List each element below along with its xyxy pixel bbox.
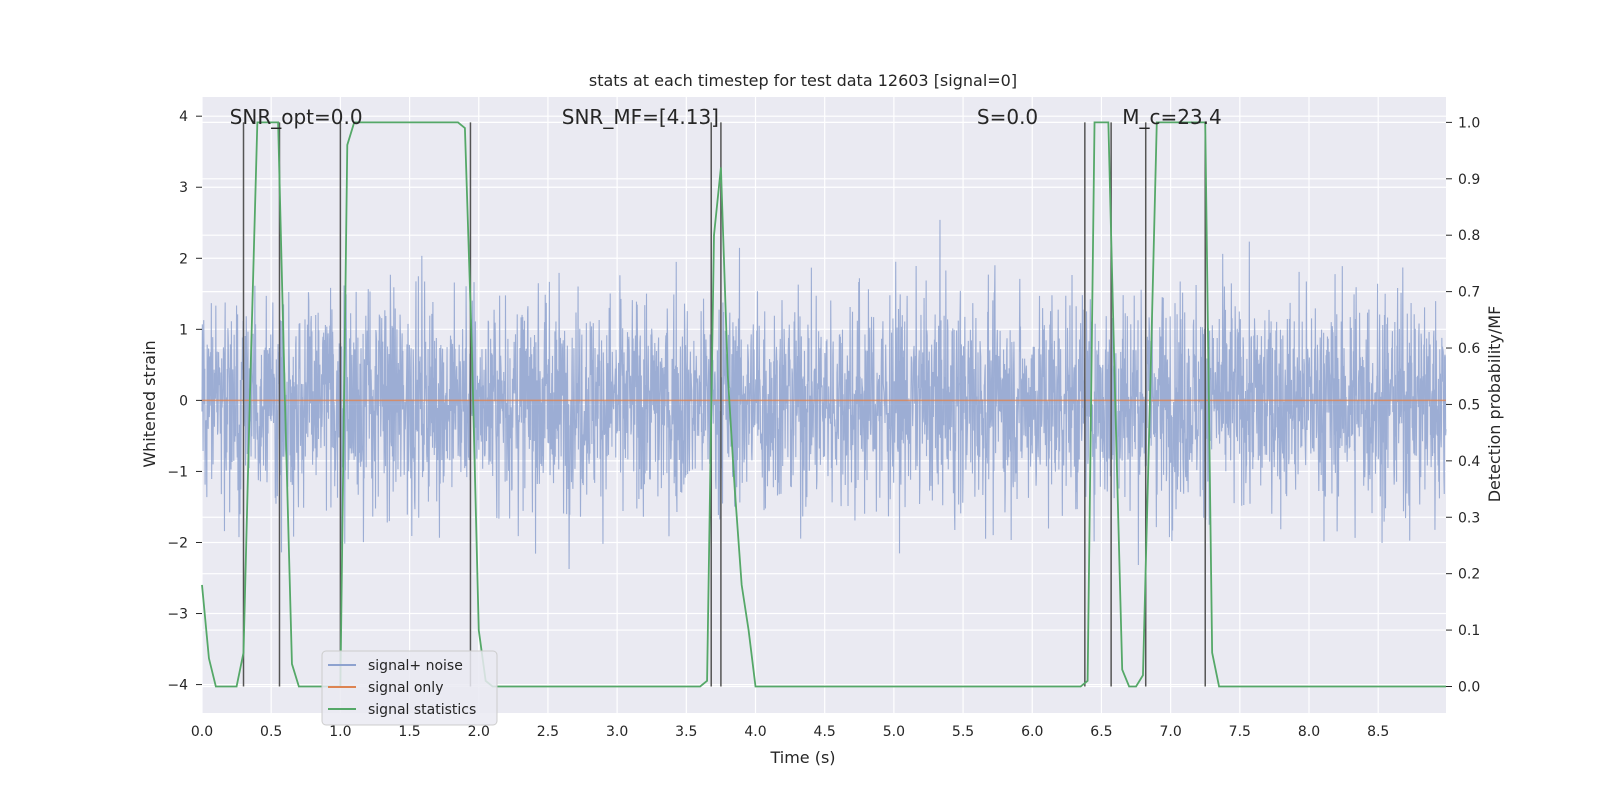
y-tick-label: 4 bbox=[179, 109, 188, 125]
y-tick-label: −4 bbox=[167, 678, 188, 694]
y2-tick-label: 0.3 bbox=[1458, 510, 1480, 526]
y-tick-label: 3 bbox=[179, 180, 188, 196]
y2-tick-label: 0.0 bbox=[1458, 679, 1480, 695]
y-tick-label: 1 bbox=[179, 322, 188, 338]
y-tick-label: −1 bbox=[167, 464, 188, 480]
x-tick-label: 4.5 bbox=[814, 724, 836, 740]
y2-axis-ticks: 1.0 0.9 0.8 0.7 0.6 0.5 0.4 0.3 0.2 0.1 0.0 bbox=[1446, 115, 1480, 695]
annotations: SNR_opt=0.0 SNR_MF=[4.13] S=0.0 M_c=23.4 bbox=[230, 105, 1222, 129]
x-tick-label: 5.5 bbox=[952, 724, 974, 740]
annotation: SNR_MF=[4.13] bbox=[562, 105, 719, 129]
x-tick-label: 3.0 bbox=[606, 724, 628, 740]
legend-label: signal only bbox=[368, 680, 443, 696]
y2-tick-label: 0.8 bbox=[1458, 228, 1480, 244]
y2-tick-label: 0.5 bbox=[1458, 397, 1480, 413]
x-tick-label: 7.0 bbox=[1159, 724, 1181, 740]
legend-label: signal statistics bbox=[368, 702, 476, 718]
series-line-signal-noise bbox=[201, 219, 1447, 569]
x-axis-label: Time (s) bbox=[769, 748, 835, 767]
y-axis-label: Whitened strain bbox=[140, 340, 159, 467]
legend-frame bbox=[321, 650, 498, 726]
annotation: S=0.0 bbox=[977, 105, 1038, 129]
x-tick-label: 2.5 bbox=[537, 724, 559, 740]
y2-tick-label: 0.7 bbox=[1458, 285, 1480, 301]
x-tick-label: 8.5 bbox=[1367, 724, 1389, 740]
y-axis-ticks: 4 3 2 1 0 −1 −2 −3 −4 bbox=[167, 109, 202, 694]
y2-tick-label: 0.1 bbox=[1458, 623, 1480, 639]
y-tick-label: 0 bbox=[179, 393, 188, 409]
x-tick-label: 6.5 bbox=[1090, 724, 1112, 740]
y-tick-label: 2 bbox=[179, 251, 188, 267]
x-tick-label: 6.0 bbox=[1021, 724, 1043, 740]
x-tick-label: 3.5 bbox=[675, 724, 697, 740]
y-tick-label: −3 bbox=[167, 607, 188, 623]
x-tick-label: 4.0 bbox=[744, 724, 766, 740]
x-tick-label: 8.0 bbox=[1298, 724, 1320, 740]
y-tick-label: −2 bbox=[167, 535, 188, 551]
series-signal-statistics bbox=[201, 121, 1446, 688]
chart-title: stats at each timestep for test data 126… bbox=[589, 71, 1017, 90]
y2-tick-label: 0.6 bbox=[1458, 341, 1480, 357]
annotation: SNR_opt=0.0 bbox=[230, 105, 363, 129]
series-line-signal-statistics bbox=[201, 121, 1446, 688]
y2-tick-label: 0.2 bbox=[1458, 567, 1480, 583]
y2-tick-label: 1.0 bbox=[1458, 115, 1480, 131]
x-tick-label: 7.5 bbox=[1229, 724, 1251, 740]
series-signal-noise bbox=[201, 219, 1447, 569]
x-tick-label: 1.0 bbox=[329, 724, 351, 740]
annotation: M_c=23.4 bbox=[1122, 105, 1222, 129]
x-tick-label: 1.5 bbox=[398, 724, 420, 740]
y2-tick-label: 0.4 bbox=[1458, 454, 1480, 470]
legend-label: signal+ noise bbox=[368, 658, 463, 674]
y2-tick-label: 0.9 bbox=[1458, 172, 1480, 188]
y2-axis-label: Detection probability/MF bbox=[1485, 306, 1504, 503]
x-tick-label: 0.0 bbox=[191, 724, 213, 740]
x-tick-label: 2.0 bbox=[468, 724, 490, 740]
legend: signal+ noise signal only signal statistic… bbox=[321, 650, 498, 726]
x-axis-ticks: 0.0 0.5 1.0 1.5 2.0 2.5 3.0 3.5 4.0 4.5 5.0 5.5 6.0 6… bbox=[191, 724, 1389, 740]
x-tick-label: 0.5 bbox=[260, 724, 282, 740]
x-tick-label: 5.0 bbox=[883, 724, 905, 740]
